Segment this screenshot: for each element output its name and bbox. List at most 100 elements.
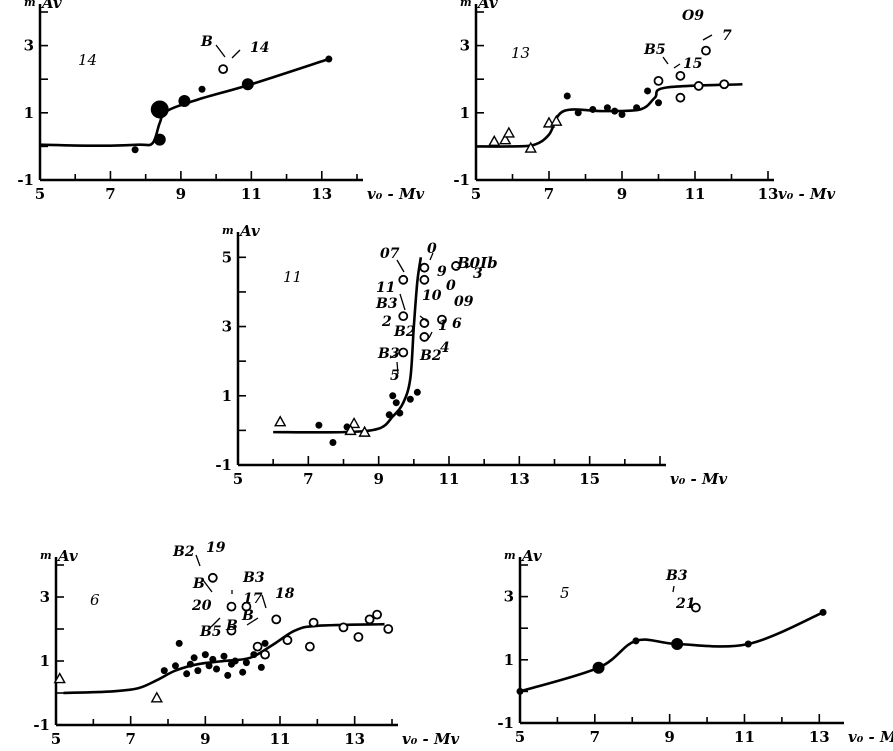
- x-tick-label: 11: [270, 730, 291, 748]
- spectral-class-annotation: 5: [390, 368, 400, 384]
- data-point-filled: [413, 388, 421, 396]
- data-point-triangle: [150, 691, 163, 703]
- annotation-leader: [662, 56, 669, 65]
- annotation-leader: [389, 351, 401, 359]
- data-point-filled: [618, 110, 626, 118]
- x-tick-label: 9: [176, 185, 186, 203]
- data-point-filled: [392, 399, 400, 407]
- annotation-leader: [419, 315, 429, 323]
- data-point-open: [398, 347, 409, 358]
- data-point-open: [304, 641, 315, 652]
- data-point-filled: [611, 107, 619, 115]
- data-point-filled: [329, 439, 337, 446]
- data-point-filled: [315, 421, 323, 429]
- data-point-filled: [220, 652, 228, 660]
- data-point-open: [282, 635, 293, 646]
- spectral-class-annotation: B5: [643, 42, 666, 58]
- x-tick-label: 7: [105, 185, 115, 203]
- data-point-filled: [178, 95, 191, 108]
- annotation-leader: [428, 331, 433, 339]
- data-point-filled: [516, 687, 524, 695]
- data-point-filled: [194, 667, 202, 675]
- data-point-triangle: [488, 134, 501, 147]
- spectral-class-annotation: 15: [683, 56, 702, 72]
- data-point-open: [218, 64, 229, 75]
- data-point-filled: [406, 395, 414, 403]
- data-point-filled: [183, 670, 191, 678]
- x-axis-label: v₀ - Mv: [367, 185, 425, 203]
- spectral-class-annotation: 0: [446, 278, 456, 294]
- data-point-filled: [744, 640, 752, 648]
- data-point-open: [241, 601, 252, 612]
- y-tick-label: 1: [460, 104, 470, 122]
- y-axis-label: Av: [40, 0, 62, 12]
- x-tick-label: 13: [809, 728, 830, 746]
- annotation-leader: [246, 617, 259, 626]
- data-point-triangle: [550, 114, 563, 126]
- x-axis-label: v₀ - Mv: [670, 470, 728, 488]
- y-tick-label: -1: [33, 716, 50, 734]
- spectral-class-annotation: B3: [665, 568, 688, 584]
- x-tick-label: 5: [35, 185, 45, 203]
- data-point-filled: [224, 671, 232, 679]
- data-point-open: [372, 609, 382, 620]
- spectral-class-annotation: 10: [422, 288, 442, 304]
- x-axis-label: v₀ - Mv: [848, 728, 893, 746]
- data-point-filled: [592, 661, 605, 674]
- data-point-filled: [250, 651, 258, 659]
- spectral-class-annotation: 18: [275, 586, 295, 602]
- spectral-class-annotation: B3: [377, 346, 400, 362]
- spectral-class-annotation: B2: [393, 324, 416, 340]
- annotation-leader: [702, 34, 713, 41]
- x-tick-label: 15: [579, 470, 600, 488]
- x-tick-label: 5: [233, 470, 243, 488]
- data-point-open: [693, 81, 704, 91]
- spectral-class-annotation: 6: [452, 316, 462, 332]
- data-point-filled: [190, 654, 198, 662]
- spectral-class-annotation: 3: [473, 266, 483, 282]
- y-tick-label: -1: [453, 171, 470, 189]
- data-point-filled: [186, 660, 194, 668]
- spectral-class-annotation: B2: [419, 348, 442, 364]
- annotation-leader: [429, 252, 434, 261]
- annotation-leader: [202, 579, 213, 593]
- data-point-filled: [603, 104, 611, 112]
- spectral-class-annotation: O9: [682, 8, 704, 24]
- data-point-open: [207, 572, 218, 583]
- trend-curve: [475, 82, 743, 148]
- data-point-filled: [671, 638, 684, 650]
- spectral-class-annotation: 09: [454, 294, 474, 310]
- data-point-filled: [261, 639, 269, 647]
- spectral-class-annotation: B: [192, 576, 205, 592]
- data-point-filled: [655, 99, 662, 107]
- data-point-triangle: [502, 126, 516, 138]
- data-point-filled: [231, 657, 239, 665]
- panel-number: 14: [78, 51, 97, 69]
- data-point-filled: [150, 100, 169, 119]
- x-axis-label: v₀ - Mv: [402, 730, 460, 748]
- data-point-filled: [198, 85, 206, 93]
- data-point-filled: [257, 663, 265, 671]
- data-point-open: [271, 614, 282, 625]
- data-point-filled: [396, 409, 404, 417]
- spectral-class-annotation: 11: [376, 280, 395, 296]
- x-tick-label: 13: [509, 470, 530, 488]
- data-point-filled: [205, 662, 213, 670]
- data-point-open: [353, 632, 364, 642]
- spectral-class-annotation: 20: [191, 598, 212, 614]
- x-tick-label: 11: [241, 185, 262, 203]
- data-point-filled: [213, 665, 221, 673]
- x-tick-label: 7: [125, 730, 135, 748]
- data-point-filled: [241, 78, 254, 91]
- y-tick-label: -1: [497, 714, 514, 732]
- y-axis-label-m: m: [222, 224, 234, 237]
- data-point-filled: [385, 411, 393, 419]
- data-point-open: [398, 274, 409, 285]
- spectral-class-annotation: B3: [242, 570, 265, 586]
- data-point-filled: [175, 639, 183, 647]
- x-tick-label: 13: [344, 730, 365, 748]
- data-point-open: [419, 332, 430, 342]
- data-point-open: [675, 70, 686, 81]
- data-point-open: [383, 624, 394, 634]
